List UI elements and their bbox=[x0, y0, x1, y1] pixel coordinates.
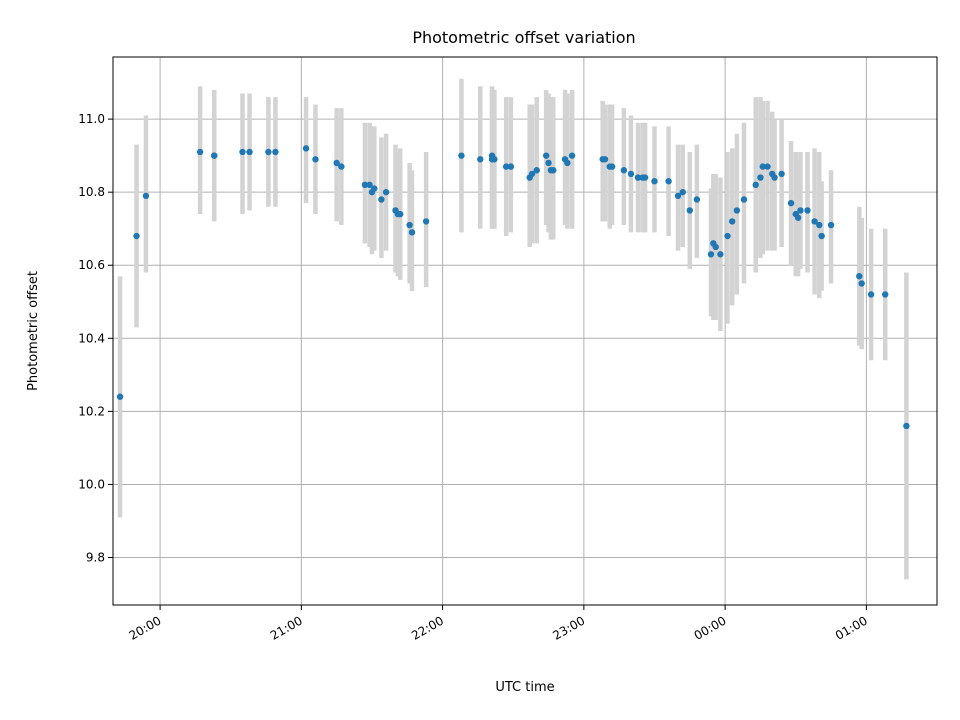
data-point bbox=[564, 159, 571, 167]
data-point bbox=[272, 148, 279, 156]
data-point bbox=[858, 280, 865, 287]
data-point bbox=[717, 251, 724, 258]
data-point bbox=[634, 174, 642, 181]
data-point bbox=[787, 199, 795, 207]
data-point bbox=[882, 291, 889, 298]
data-point bbox=[757, 174, 764, 181]
y-tick-label: 10.2 bbox=[78, 404, 105, 418]
data-point bbox=[752, 181, 759, 189]
data-point bbox=[142, 192, 150, 200]
data-point bbox=[361, 181, 369, 189]
data-point bbox=[533, 167, 540, 174]
y-tick-label: 9.8 bbox=[86, 551, 105, 565]
data-point bbox=[856, 273, 863, 280]
data-point bbox=[406, 221, 413, 229]
data-point bbox=[764, 163, 771, 170]
data-point bbox=[733, 207, 741, 214]
data-point bbox=[816, 221, 823, 229]
plot-frame bbox=[112, 56, 938, 606]
x-axis-label: UTC time bbox=[495, 680, 554, 695]
chart-title: Photometric offset variation bbox=[412, 28, 635, 47]
data-point bbox=[712, 243, 719, 251]
y-axis-ticks: 9.8 10.0 10.2 10.4 10.6 10.8 11.0 bbox=[78, 112, 113, 565]
data-point bbox=[458, 152, 465, 159]
y-tick-label: 10.6 bbox=[78, 258, 105, 272]
data-point bbox=[550, 167, 557, 174]
data-point bbox=[679, 188, 686, 196]
data-point bbox=[542, 152, 550, 159]
data-point bbox=[568, 152, 576, 159]
data-point bbox=[397, 210, 404, 218]
data-point bbox=[502, 163, 510, 170]
data-point bbox=[265, 148, 272, 156]
data-point bbox=[608, 163, 616, 170]
data-point bbox=[333, 159, 340, 167]
data-point bbox=[382, 188, 390, 196]
data-point bbox=[797, 207, 804, 214]
data-point bbox=[312, 156, 319, 163]
data-point bbox=[693, 196, 701, 203]
data-point bbox=[674, 192, 682, 200]
data-point bbox=[116, 393, 124, 400]
data-point bbox=[627, 170, 635, 178]
data-point bbox=[491, 156, 498, 163]
data-point bbox=[818, 232, 825, 240]
data-point bbox=[651, 178, 658, 185]
data-point bbox=[740, 196, 748, 203]
data-point bbox=[707, 251, 715, 258]
data-point bbox=[778, 170, 785, 178]
data-point bbox=[903, 422, 910, 430]
data-point bbox=[246, 148, 253, 156]
data-point bbox=[378, 196, 385, 203]
data-point bbox=[759, 163, 766, 170]
y-axis-label: Photometric offset bbox=[26, 271, 41, 391]
y-tick-label: 10.8 bbox=[78, 185, 105, 199]
data-point bbox=[641, 174, 649, 181]
data-point bbox=[366, 181, 373, 189]
data-point bbox=[302, 145, 310, 152]
data-point bbox=[196, 148, 204, 156]
data-point bbox=[528, 170, 536, 178]
data-point bbox=[728, 218, 736, 225]
data-point bbox=[338, 163, 345, 170]
plot-area bbox=[113, 57, 937, 605]
data-point bbox=[422, 218, 430, 225]
data-point bbox=[477, 156, 484, 163]
data-point bbox=[239, 148, 246, 156]
data-point bbox=[724, 232, 731, 240]
data-point bbox=[686, 207, 693, 214]
data-point bbox=[507, 163, 515, 170]
data-point bbox=[794, 214, 802, 221]
data-point bbox=[811, 218, 818, 225]
data-point bbox=[545, 159, 552, 167]
data-point bbox=[211, 152, 218, 159]
data-point bbox=[804, 207, 811, 214]
y-tick-label: 11.0 bbox=[78, 112, 105, 126]
data-point bbox=[620, 167, 628, 174]
data-point bbox=[867, 291, 875, 298]
data-point bbox=[771, 174, 778, 181]
y-tick-label: 10.0 bbox=[78, 477, 105, 491]
data-point bbox=[408, 229, 416, 236]
data-point bbox=[371, 185, 378, 192]
data-points bbox=[116, 145, 910, 430]
data-point bbox=[601, 156, 609, 163]
y-tick-label: 10.4 bbox=[78, 331, 105, 345]
data-point bbox=[827, 221, 835, 229]
data-point bbox=[665, 178, 672, 185]
data-point bbox=[133, 232, 140, 240]
